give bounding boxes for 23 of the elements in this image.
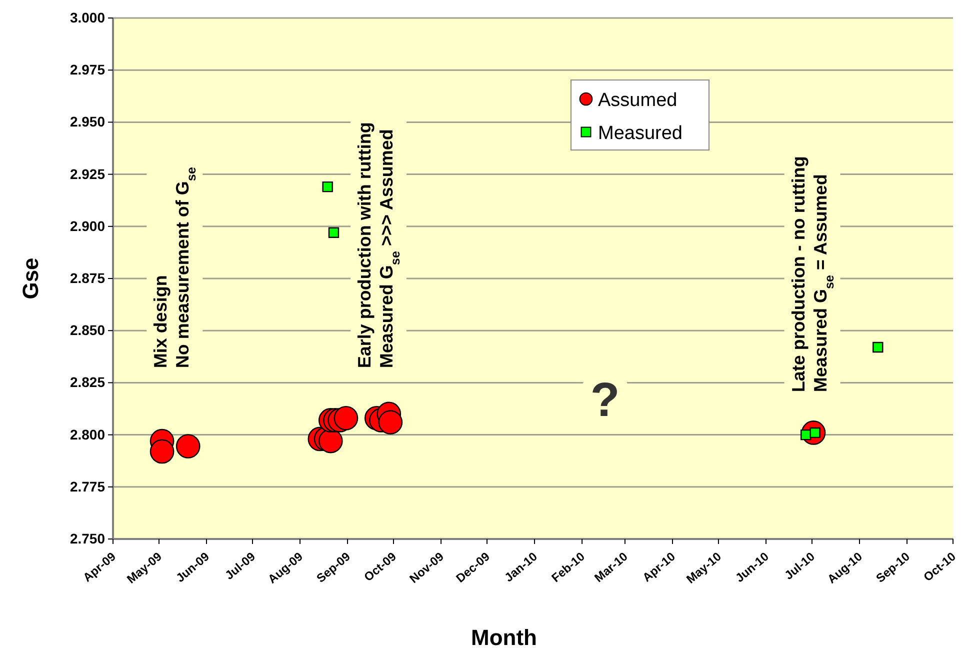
y-tick-label: 2.875: [70, 270, 106, 286]
y-tick-label: 2.775: [70, 478, 106, 494]
x-axis-title: Month: [471, 625, 537, 648]
y-tick-label: 2.825: [70, 374, 106, 390]
point: [176, 434, 200, 458]
point: [328, 227, 340, 238]
point: [872, 342, 884, 353]
point: [318, 428, 343, 454]
y-tick-label: 2.900: [70, 218, 106, 234]
point: [334, 406, 358, 430]
y-tick-label: 2.925: [70, 166, 106, 182]
point: [150, 439, 174, 464]
y-tick-label: 2.950: [70, 114, 106, 130]
legend-label: Measured: [598, 123, 682, 144]
y-axis-title: Gse: [18, 258, 43, 300]
y-tick-label: 2.850: [70, 322, 106, 338]
y-tick-label: 3.000: [70, 9, 106, 26]
y-tick-label: 2.750: [70, 530, 106, 546]
y-tick-label: 2.975: [70, 62, 106, 78]
y-tick-label: 2.800: [70, 426, 106, 442]
legend-label: Assumed: [598, 90, 678, 111]
point: [378, 410, 403, 434]
point: [322, 181, 333, 192]
